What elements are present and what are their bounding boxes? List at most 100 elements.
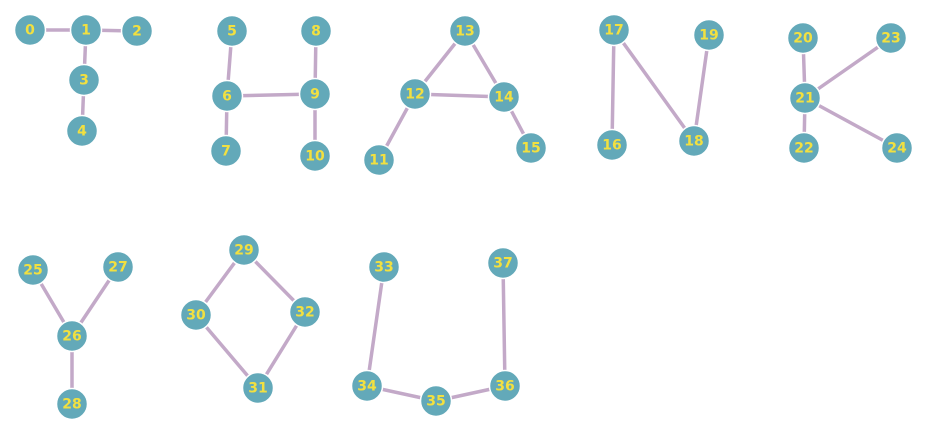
graph-node-21: 21 xyxy=(788,81,822,115)
node-circle xyxy=(210,79,244,113)
graph-node-16: 16 xyxy=(595,128,629,162)
graph-node-7: 7 xyxy=(209,134,243,168)
node-circle xyxy=(67,63,101,97)
graph-node-11: 11 xyxy=(362,143,396,177)
edge-36-37 xyxy=(501,261,507,388)
edge-18-19 xyxy=(692,33,711,143)
node-label: 25 xyxy=(23,263,42,279)
node-circle xyxy=(209,134,243,168)
graph-node-20: 20 xyxy=(786,21,820,55)
node-circle xyxy=(597,13,631,47)
node-circle xyxy=(215,14,249,48)
graph-node-23: 23 xyxy=(874,21,908,55)
node-label: 10 xyxy=(305,149,325,165)
node-label: 16 xyxy=(602,138,621,154)
node-circle xyxy=(514,131,548,165)
node-circle xyxy=(298,139,332,173)
edge-21-23 xyxy=(803,36,893,100)
graph-node-37: 37 xyxy=(486,246,520,280)
node-label: 33 xyxy=(374,260,393,276)
node-label: 5 xyxy=(227,24,237,40)
graph-node-17: 17 xyxy=(597,13,631,47)
node-circle xyxy=(787,131,821,165)
node-label: 0 xyxy=(25,23,35,39)
node-circle xyxy=(179,298,213,332)
graph-node-27: 27 xyxy=(101,250,135,284)
node-label: 31 xyxy=(248,381,267,397)
graph-node-34: 34 xyxy=(350,369,384,403)
node-label: 17 xyxy=(604,23,623,39)
node-circle xyxy=(299,14,333,48)
node-label: 27 xyxy=(108,260,127,276)
node-circle xyxy=(16,253,50,287)
node-label: 21 xyxy=(795,91,814,107)
node-label: 9 xyxy=(310,87,320,103)
node-circle xyxy=(55,319,89,353)
node-circle xyxy=(55,387,89,421)
node-label: 13 xyxy=(455,24,474,40)
node-label: 6 xyxy=(222,89,232,105)
node-circle xyxy=(298,77,332,111)
graph-node-31: 31 xyxy=(241,371,275,405)
graph-node-2: 2 xyxy=(120,14,154,48)
node-label: 20 xyxy=(793,31,813,47)
graph-node-14: 14 xyxy=(487,80,521,114)
graph-node-19: 19 xyxy=(692,18,726,52)
node-label: 1 xyxy=(81,23,91,39)
node-label: 26 xyxy=(62,329,81,345)
node-label: 32 xyxy=(295,305,314,321)
graph-node-1: 1 xyxy=(69,13,103,47)
node-label: 8 xyxy=(311,24,321,40)
node-circle xyxy=(874,21,908,55)
node-circle xyxy=(227,233,261,267)
node-label: 12 xyxy=(405,87,424,103)
graph-node-33: 33 xyxy=(367,250,401,284)
edge-16-17 xyxy=(610,28,616,147)
graph-node-13: 13 xyxy=(448,14,482,48)
graph-node-32: 32 xyxy=(288,295,322,329)
node-label: 14 xyxy=(494,90,514,106)
node-label: 2 xyxy=(132,24,142,40)
graph-node-6: 6 xyxy=(210,79,244,113)
node-circle xyxy=(448,14,482,48)
node-label: 19 xyxy=(699,28,718,44)
graph-node-0: 0 xyxy=(13,13,47,47)
graph-node-36: 36 xyxy=(488,369,522,403)
graph-node-25: 25 xyxy=(16,253,50,287)
node-label: 3 xyxy=(79,73,89,89)
node-circle xyxy=(486,246,520,280)
node-circle xyxy=(367,250,401,284)
node-label: 37 xyxy=(493,256,512,272)
graph-node-10: 10 xyxy=(298,139,332,173)
edge-21-24 xyxy=(803,96,899,150)
node-label: 36 xyxy=(495,379,514,395)
graph-node-22: 22 xyxy=(787,131,821,165)
node-circle xyxy=(362,143,396,177)
node-circle xyxy=(350,369,384,403)
graph-node-18: 18 xyxy=(677,124,711,158)
graph-node-4: 4 xyxy=(65,114,99,148)
node-circle xyxy=(101,250,135,284)
node-label: 15 xyxy=(521,141,540,157)
node-circle xyxy=(288,295,322,329)
node-circle xyxy=(13,13,47,47)
node-label: 7 xyxy=(221,144,231,160)
node-circle xyxy=(488,369,522,403)
edge-33-34 xyxy=(365,265,386,388)
node-circle xyxy=(692,18,726,52)
graph-node-3: 3 xyxy=(67,63,101,97)
node-label: 24 xyxy=(887,141,907,157)
graph-node-15: 15 xyxy=(514,131,548,165)
node-circle xyxy=(398,77,432,111)
node-label: 29 xyxy=(234,243,253,259)
edge-17-18 xyxy=(612,28,696,143)
node-circle xyxy=(419,384,453,418)
node-circle xyxy=(788,81,822,115)
node-label: 30 xyxy=(186,308,206,324)
node-label: 35 xyxy=(426,394,445,410)
node-label: 11 xyxy=(369,153,388,169)
graph-node-24: 24 xyxy=(880,131,914,165)
node-label: 22 xyxy=(794,141,813,157)
